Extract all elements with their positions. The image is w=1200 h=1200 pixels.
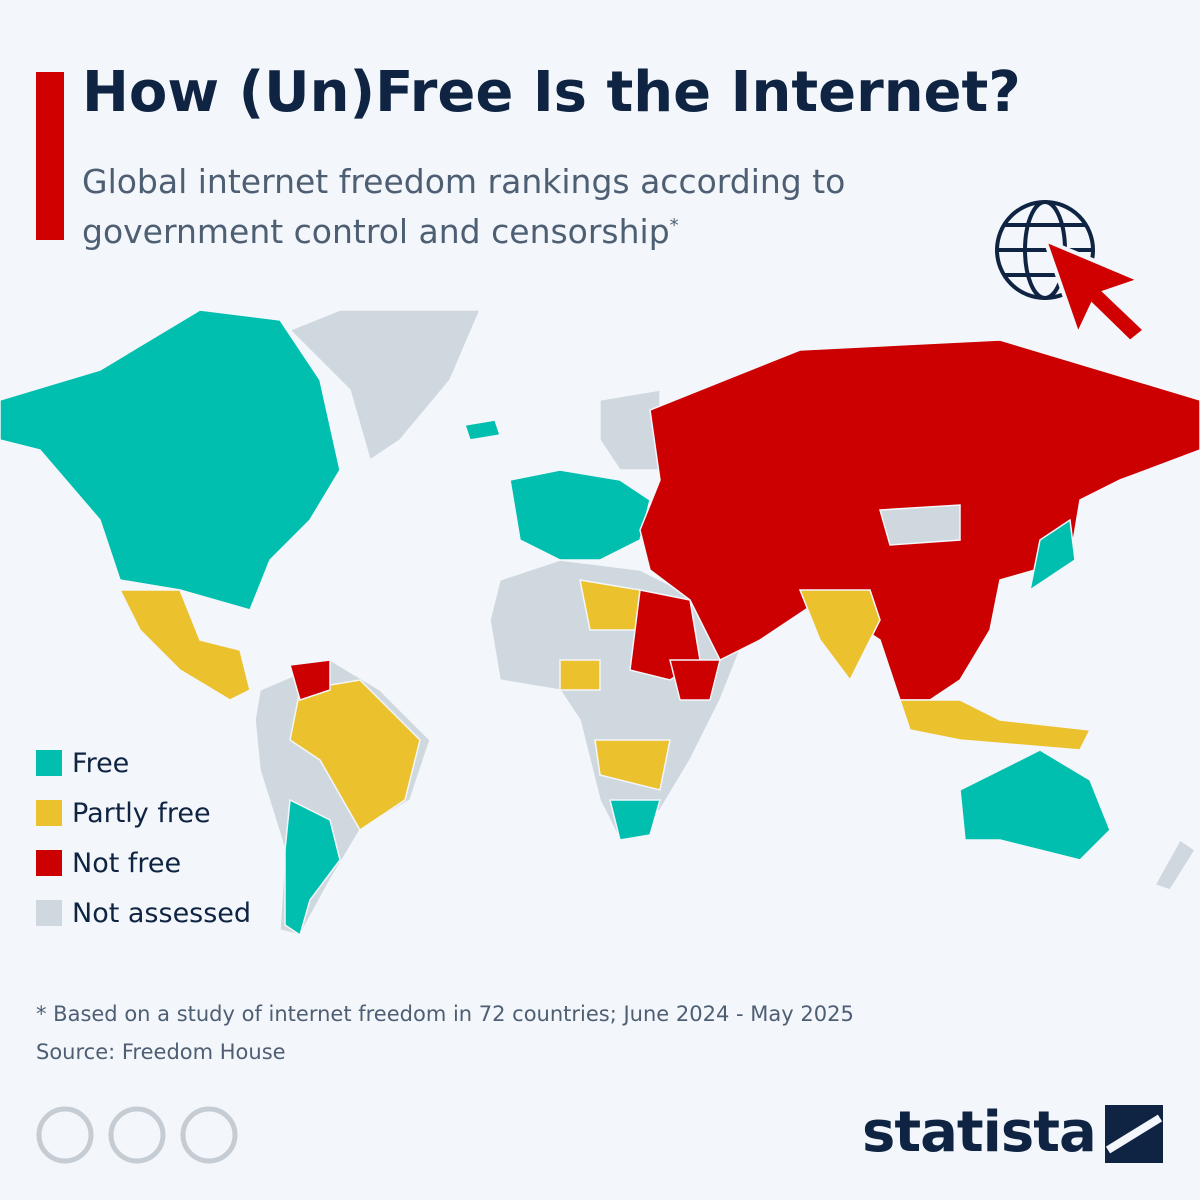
country-region (959, 749, 1111, 861)
country-region (798, 589, 881, 682)
legend-swatch (36, 900, 62, 926)
country-region (609, 799, 661, 841)
legend-label: Not free (72, 847, 182, 879)
license-icons (36, 1106, 238, 1164)
brand-icon (1105, 1105, 1163, 1163)
country-region (1028, 518, 1076, 592)
legend-swatch (36, 800, 62, 826)
legend-label: Not assessed (72, 897, 252, 929)
country-region (0, 309, 341, 611)
country-region (288, 309, 482, 462)
legend-item: Free (36, 738, 251, 788)
country-region (594, 739, 671, 791)
legend-label: Free (72, 747, 130, 779)
country-region (559, 659, 601, 691)
legend-item: Partly free (36, 788, 251, 838)
country-region (289, 679, 421, 832)
legend-label: Partly free (72, 797, 211, 829)
source: Source: Freedom House (36, 1040, 286, 1064)
country-region (284, 798, 341, 937)
legend: Free Partly free Not free Not assessed (36, 738, 251, 938)
globe-icon (995, 200, 1149, 345)
title: How (Un)Free Is the Internet? (82, 60, 1021, 125)
country-region (464, 419, 501, 441)
legend-swatch (36, 850, 62, 876)
country-region (669, 659, 721, 701)
subtitle-text: Global internet freedom rankings accordi… (82, 162, 846, 251)
country-region (509, 469, 651, 561)
legend-item: Not assessed (36, 888, 251, 938)
legend-swatch (36, 750, 62, 776)
country-region (118, 589, 251, 701)
brand: statista (862, 1100, 1097, 1165)
country-region (879, 504, 961, 546)
accent-bar (36, 72, 64, 240)
legend-item: Not free (36, 838, 251, 888)
footnote: * Based on a study of internet freedom i… (36, 1002, 854, 1026)
country-region (1153, 838, 1197, 891)
country-region (898, 699, 1092, 751)
country-region (599, 389, 661, 471)
subtitle: Global internet freedom rankings accordi… (82, 160, 942, 254)
country-region (289, 659, 331, 701)
subtitle-mark: * (669, 215, 679, 236)
